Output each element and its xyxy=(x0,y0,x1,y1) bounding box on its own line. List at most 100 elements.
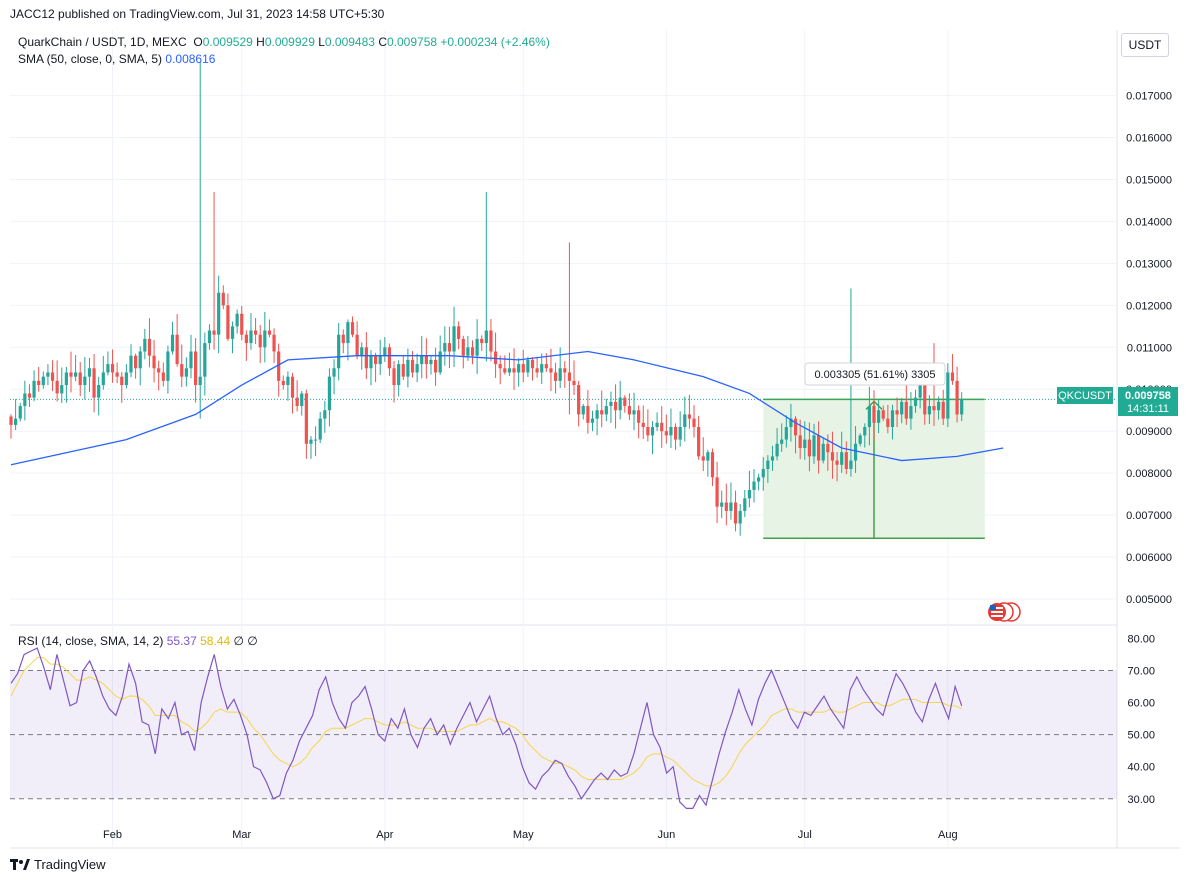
candle-body xyxy=(161,372,165,381)
candle-body xyxy=(14,418,18,425)
candle-body xyxy=(535,368,539,373)
rsi-lines[interactable] xyxy=(10,647,963,809)
candle-body xyxy=(337,334,341,369)
candle-body xyxy=(913,397,918,407)
us-flag-icon[interactable] xyxy=(988,602,1021,622)
candle-body xyxy=(373,355,378,365)
time-tick-label: Mar xyxy=(232,829,251,841)
candle-body xyxy=(101,372,105,386)
candle-body xyxy=(424,355,428,365)
candle-body xyxy=(475,338,479,356)
time-axis[interactable]: Feb Mar Apr May Jun Jul Aug xyxy=(103,829,958,841)
candle-body xyxy=(457,326,461,339)
sma-line[interactable] xyxy=(10,350,1004,466)
candle-body xyxy=(23,393,27,407)
candle-body xyxy=(429,359,433,365)
candle-body xyxy=(770,456,775,461)
candle-body xyxy=(189,351,193,369)
candle-body xyxy=(835,460,839,465)
candle-body xyxy=(600,410,604,415)
candle-body xyxy=(581,406,585,415)
candle-body xyxy=(78,372,82,386)
candle-body xyxy=(41,376,45,386)
rsi-label: RSI (14, close, SMA, 14, 2) xyxy=(18,634,164,648)
tradingview-logo[interactable]: TradingView xyxy=(10,857,106,872)
candle-body xyxy=(720,502,724,507)
candle-body xyxy=(503,368,507,373)
candle-body xyxy=(890,410,895,428)
price-tick-label: 0.006000 xyxy=(1126,552,1172,564)
symbol-legend[interactable]: QuarkChain / USDT, 1D, MEXC O0.009529 H0… xyxy=(18,35,550,49)
candle-body xyxy=(863,427,867,436)
close-label: C xyxy=(378,35,387,49)
candle-body xyxy=(793,418,798,436)
rsi-ma-value: 58.44 xyxy=(200,634,231,648)
candle-body xyxy=(923,385,927,415)
symbol-title: QuarkChain / USDT, 1D, MEXC xyxy=(18,35,187,49)
candle-body xyxy=(632,410,636,415)
price-tick-label: 0.014000 xyxy=(1126,216,1172,228)
price-axis[interactable]: 0.017000 0.016000 0.015000 0.014000 0.013000… xyxy=(1126,91,1172,606)
candle-body xyxy=(521,364,525,373)
candle-body xyxy=(955,380,959,415)
candle-body xyxy=(609,401,613,407)
candle-body xyxy=(309,439,313,444)
rsi-legend[interactable]: RSI (14, close, SMA, 14, 2) 55.37 58.44 … xyxy=(18,634,258,648)
candle-body xyxy=(849,460,853,469)
published-line: JACC12 published on TradingView.com, Jul… xyxy=(10,7,385,21)
candle-body xyxy=(950,372,955,381)
candle-body xyxy=(946,372,950,419)
candle-body xyxy=(97,385,101,398)
rsi-band-area xyxy=(10,669,1117,800)
candle-body xyxy=(433,359,438,373)
candle-body xyxy=(50,372,55,381)
sma-legend[interactable]: SMA (50, close, 0, SMA, 5) 0.008616 xyxy=(18,52,215,66)
candle-body xyxy=(757,477,761,482)
candle-body xyxy=(540,364,544,373)
low-label: L xyxy=(318,35,325,49)
candle-body xyxy=(687,414,692,419)
price-tick-label: 0.009000 xyxy=(1126,426,1172,438)
candle-body xyxy=(410,359,415,373)
candle-body xyxy=(710,452,715,478)
candle-body xyxy=(909,406,913,419)
low-value: 0.009483 xyxy=(324,35,375,49)
candle-body xyxy=(217,292,221,335)
candle-body xyxy=(461,338,465,356)
candle-body xyxy=(683,414,687,428)
candle-body xyxy=(415,364,419,373)
candle-body xyxy=(673,427,678,440)
candle-body xyxy=(355,334,359,356)
candle-body xyxy=(438,351,442,373)
currency-button[interactable]: USDT xyxy=(1121,33,1169,57)
candle-body xyxy=(937,401,941,411)
candle-body xyxy=(678,427,682,440)
candle-body xyxy=(572,380,576,386)
candle-body xyxy=(530,359,535,369)
candle-body xyxy=(138,351,142,369)
price-tick-label: 0.013000 xyxy=(1126,258,1172,270)
candle-body xyxy=(904,401,908,419)
time-tick-label: May xyxy=(513,829,534,841)
rsi-value: 55.37 xyxy=(166,634,197,648)
close-value: 0.009758 xyxy=(386,35,438,49)
candle-body xyxy=(858,435,862,444)
candle-body xyxy=(235,313,239,327)
candle-body xyxy=(738,510,742,524)
rsi-axis[interactable]: 80.00 70.00 60.00 50.00 40.00 30.00 xyxy=(1127,633,1155,805)
candle-body xyxy=(244,334,248,344)
candle-body xyxy=(37,380,41,386)
tradingview-logo-icon xyxy=(10,858,30,870)
candle-body xyxy=(886,418,890,428)
candle-body xyxy=(447,343,452,352)
candle-body xyxy=(147,338,152,356)
candle-body xyxy=(175,334,179,365)
candle-body xyxy=(87,368,92,377)
candle-body xyxy=(240,313,244,335)
candle-body xyxy=(226,305,230,339)
candle-body xyxy=(83,376,87,386)
candle-body xyxy=(369,355,373,369)
candle-body xyxy=(184,368,188,377)
candle-body xyxy=(249,330,253,344)
